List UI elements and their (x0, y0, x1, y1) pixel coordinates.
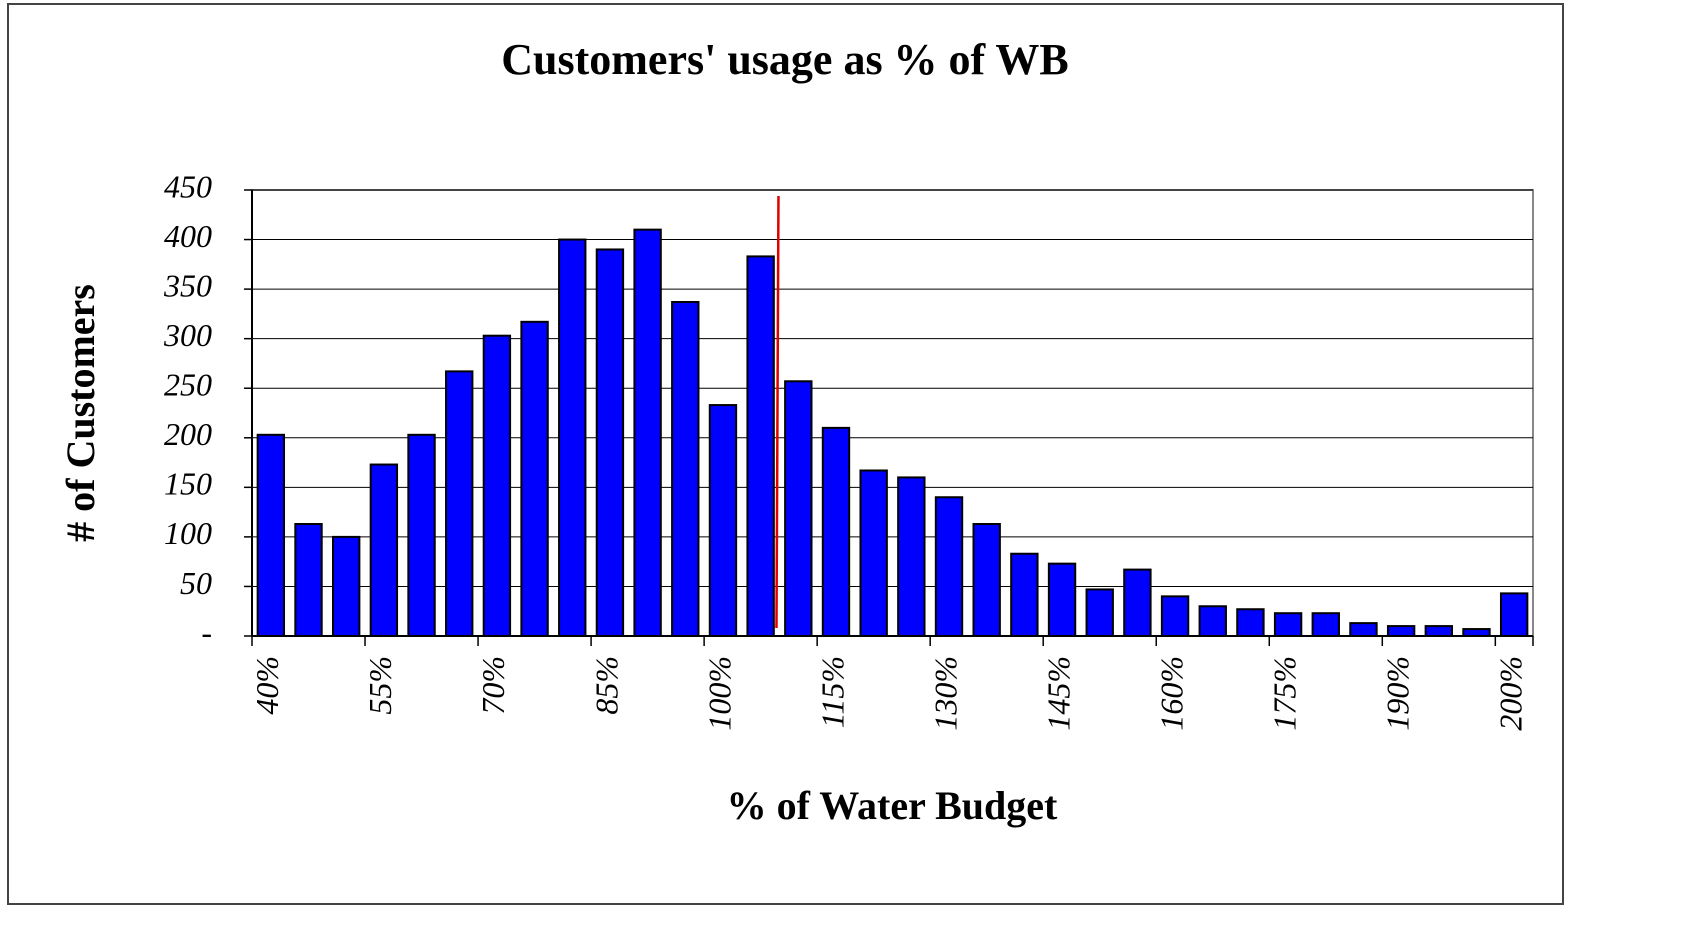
bar (1424, 625, 1453, 637)
bar (671, 300, 700, 637)
reference-line (775, 195, 780, 629)
x-tick-label: 70% (475, 656, 511, 715)
x-tick-label: 200% (1493, 656, 1529, 731)
bar (482, 334, 512, 637)
bar (407, 433, 436, 637)
bar (1010, 552, 1039, 638)
bar (1311, 612, 1340, 638)
bar (972, 523, 1001, 638)
bar (1085, 588, 1114, 638)
bar (859, 469, 888, 637)
bar (1386, 625, 1416, 637)
y-tick-label: 350 (163, 267, 212, 303)
y-tick-label: - (201, 614, 212, 650)
bar (595, 248, 625, 637)
y-tick-label: 450 (164, 168, 212, 204)
y-tick-label: 250 (164, 367, 212, 403)
bar (934, 496, 964, 637)
bar (784, 380, 813, 638)
x-tick-label: 85% (588, 656, 624, 715)
bar (1123, 568, 1152, 638)
bar (897, 476, 926, 637)
y-tick-label: 400 (164, 218, 212, 254)
bar (520, 320, 549, 637)
bar (821, 426, 851, 637)
bar (369, 463, 399, 637)
bar (1047, 562, 1077, 637)
bar (1462, 628, 1491, 637)
x-tick-label: 160% (1153, 656, 1189, 731)
y-axis-label: # of Customers (58, 284, 103, 542)
bar (1349, 622, 1378, 637)
y-tick-label: 200 (164, 416, 212, 452)
y-tick-label: 300 (163, 317, 212, 353)
bar (1160, 595, 1190, 637)
bar (1236, 608, 1265, 637)
bar (445, 370, 474, 637)
x-tick-label: 145% (1040, 656, 1076, 731)
x-axis-label: % of Water Budget (727, 783, 1058, 828)
bar (1273, 612, 1303, 638)
y-tick-label: 100 (164, 515, 212, 551)
bar (633, 228, 662, 637)
plot-area (251, 189, 1534, 637)
bar (294, 523, 323, 638)
bar (256, 433, 286, 637)
bar (746, 255, 775, 637)
x-tick-label: 55% (362, 656, 398, 715)
x-tick-label: 175% (1266, 656, 1302, 731)
bar (1198, 605, 1227, 637)
x-tick-label: 40% (249, 656, 285, 715)
chart-title: Customers' usage as % of WB (501, 35, 1069, 84)
bar (558, 238, 587, 638)
y-tick-label: 50 (180, 565, 212, 601)
bar (708, 404, 738, 637)
x-tick-label: 115% (814, 656, 850, 728)
bar (1499, 592, 1529, 637)
y-tick-label: 150 (164, 466, 212, 502)
x-tick-label: 190% (1379, 656, 1415, 731)
x-tick-label: 130% (927, 656, 963, 731)
x-tick-label: 100% (701, 656, 737, 731)
bar (332, 535, 361, 638)
